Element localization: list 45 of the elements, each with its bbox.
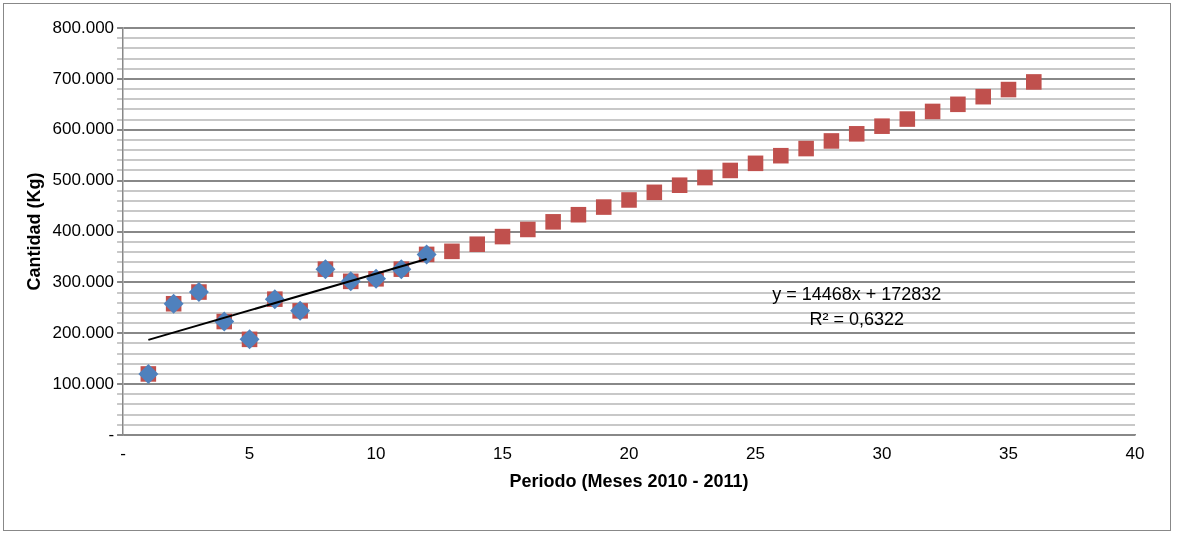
- point: [444, 243, 460, 260]
- y-tick-label: 700.000: [52, 68, 115, 88]
- point: [975, 88, 991, 105]
- point: [545, 214, 561, 230]
- annotation: y = 14468x + 172832: [772, 283, 942, 304]
- y-tick-label: -: [108, 424, 115, 444]
- point: [924, 103, 941, 120]
- x-tick-label: 25: [746, 443, 765, 463]
- x-tick-label: 35: [999, 443, 1018, 463]
- x-tick-label: 30: [872, 443, 892, 463]
- point: [874, 118, 890, 134]
- point: [722, 162, 738, 179]
- point: [798, 140, 814, 157]
- point: [671, 177, 688, 193]
- y-tick-label: 300.000: [52, 272, 115, 292]
- point: [773, 147, 789, 164]
- y-tick-label: 100.000: [52, 373, 115, 393]
- y-tick-label: 200.000: [52, 322, 115, 342]
- point: [494, 228, 511, 245]
- x-tick-label: 40: [1125, 443, 1145, 463]
- y-tick-label: 500.000: [52, 170, 115, 190]
- y-tick-label: 800.000: [52, 17, 115, 37]
- point: [697, 169, 713, 186]
- x-tick-label: 10: [366, 443, 386, 463]
- point: [520, 221, 536, 238]
- x-tick-label: 20: [619, 443, 639, 463]
- point: [823, 133, 840, 149]
- point: [469, 236, 486, 252]
- point: [570, 206, 587, 223]
- point: [1026, 74, 1042, 90]
- point: [595, 199, 612, 215]
- point: [1000, 81, 1017, 98]
- point: [621, 192, 637, 208]
- point: [950, 96, 966, 113]
- y-tick-label: 600.000: [52, 119, 115, 139]
- point: [899, 111, 916, 127]
- point: [646, 184, 663, 201]
- point: [848, 126, 865, 142]
- annotation: R² = 0,6322: [809, 309, 904, 330]
- y-axis-title: Cantidad (Kg): [23, 172, 44, 291]
- x-axis-title: Periodo (Meses 2010 - 2011): [509, 471, 749, 492]
- y-tick-label: 400.000: [52, 221, 115, 241]
- point: [747, 155, 764, 172]
- x-tick-label: 15: [493, 443, 512, 463]
- x-tick-label: 5: [244, 443, 255, 463]
